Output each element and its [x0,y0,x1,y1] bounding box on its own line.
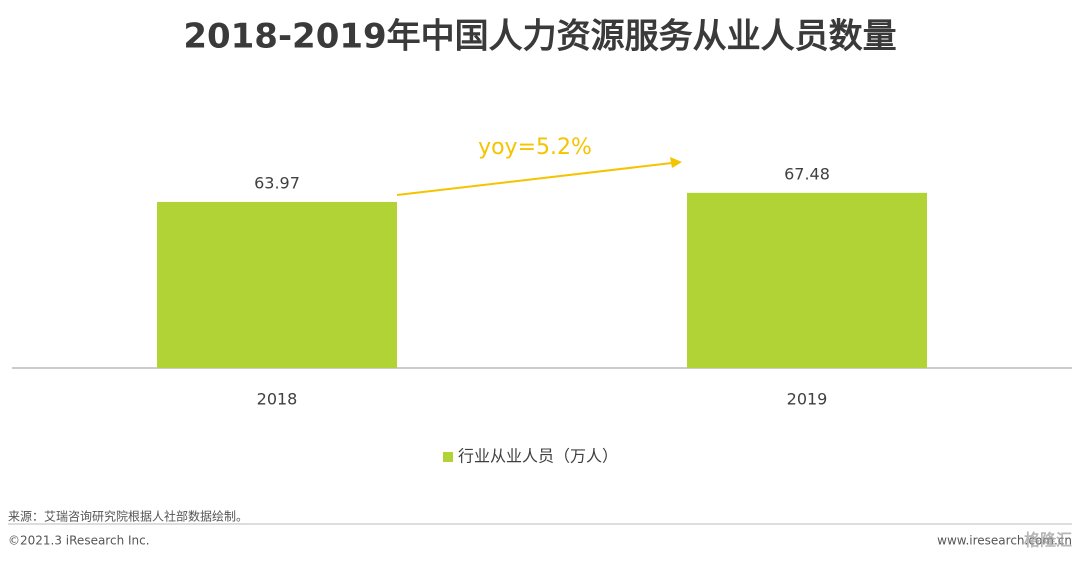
bar [687,192,927,368]
bar [157,201,397,368]
x-tick-label: 2018 [257,390,298,409]
website: www.iresearch.com.cn [937,534,1072,548]
x-tick-label: 2019 [787,390,828,409]
value-label: 63.97 [254,173,300,192]
chart-title: 2018-2019年中国人力资源服务从业人员数量 [183,17,896,57]
yoy-arrow [396,162,673,196]
legend-swatch [443,452,453,462]
source: 来源：艾瑞咨询研究院根据人社部数据绘制。 [8,509,248,524]
arrow-head [670,157,682,168]
legend-label: 行业从业人员（万人） [458,447,618,466]
annotation: yoy=5.2% [478,135,592,160]
copyright: ©2021.3 iResearch Inc. [8,534,150,548]
watermark: 格隆汇 [1024,531,1072,550]
value-label: 67.48 [784,164,830,183]
